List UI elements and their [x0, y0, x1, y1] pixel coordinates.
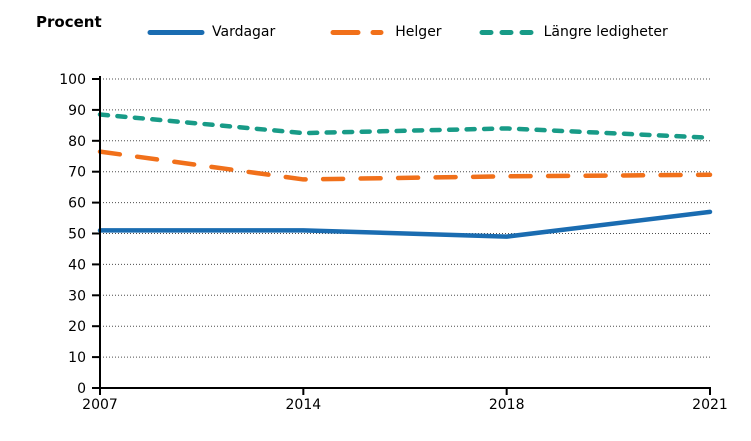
y-tick-label: 100: [59, 72, 86, 88]
y-tick-label: 10: [68, 350, 86, 366]
series-line-vardagar: [97, 209, 713, 239]
y-tick-label: 50: [68, 227, 86, 243]
axes: 0 10 20 30 40 50 60 70 80 90 100 2007 2014 2018 2021: [59, 72, 728, 413]
x-tick-label: 2018: [489, 397, 525, 413]
series-line-längre-ledigheter: [97, 112, 713, 140]
y-tick-label: 90: [68, 103, 86, 119]
y-tick-label: 80: [68, 134, 86, 150]
chart-legend: Vardagar Helger Längre ledigheter: [147, 24, 668, 41]
y-tick-label: 30: [68, 288, 86, 304]
legend-label: Längre ledigheter: [543, 24, 668, 40]
x-tick-label: 2021: [692, 397, 728, 413]
y-tick-label: 20: [68, 319, 86, 335]
legend-label: Vardagar: [212, 24, 276, 40]
legend-label: Helger: [395, 24, 442, 40]
series-line-helger: [97, 149, 713, 182]
y-tick-label: 0: [77, 381, 86, 397]
legend-line-swatch-icon: [479, 30, 537, 35]
y-tick-label: 70: [68, 165, 86, 181]
legend-item-vardagar: Vardagar: [147, 24, 275, 41]
x-tick-label: 2014: [286, 397, 322, 413]
x-tick-label: 2007: [82, 397, 118, 413]
legend-line-swatch-icon: [147, 30, 205, 35]
legend-line-swatch-icon: [330, 30, 388, 35]
legend-item-längre-ledigheter: Längre ledigheter: [479, 24, 668, 41]
legend-item-helger: Helger: [330, 24, 442, 41]
y-tick-label: 40: [68, 257, 86, 273]
y-tick-label: 60: [68, 196, 86, 212]
y-axis-title: Procent: [36, 13, 102, 31]
